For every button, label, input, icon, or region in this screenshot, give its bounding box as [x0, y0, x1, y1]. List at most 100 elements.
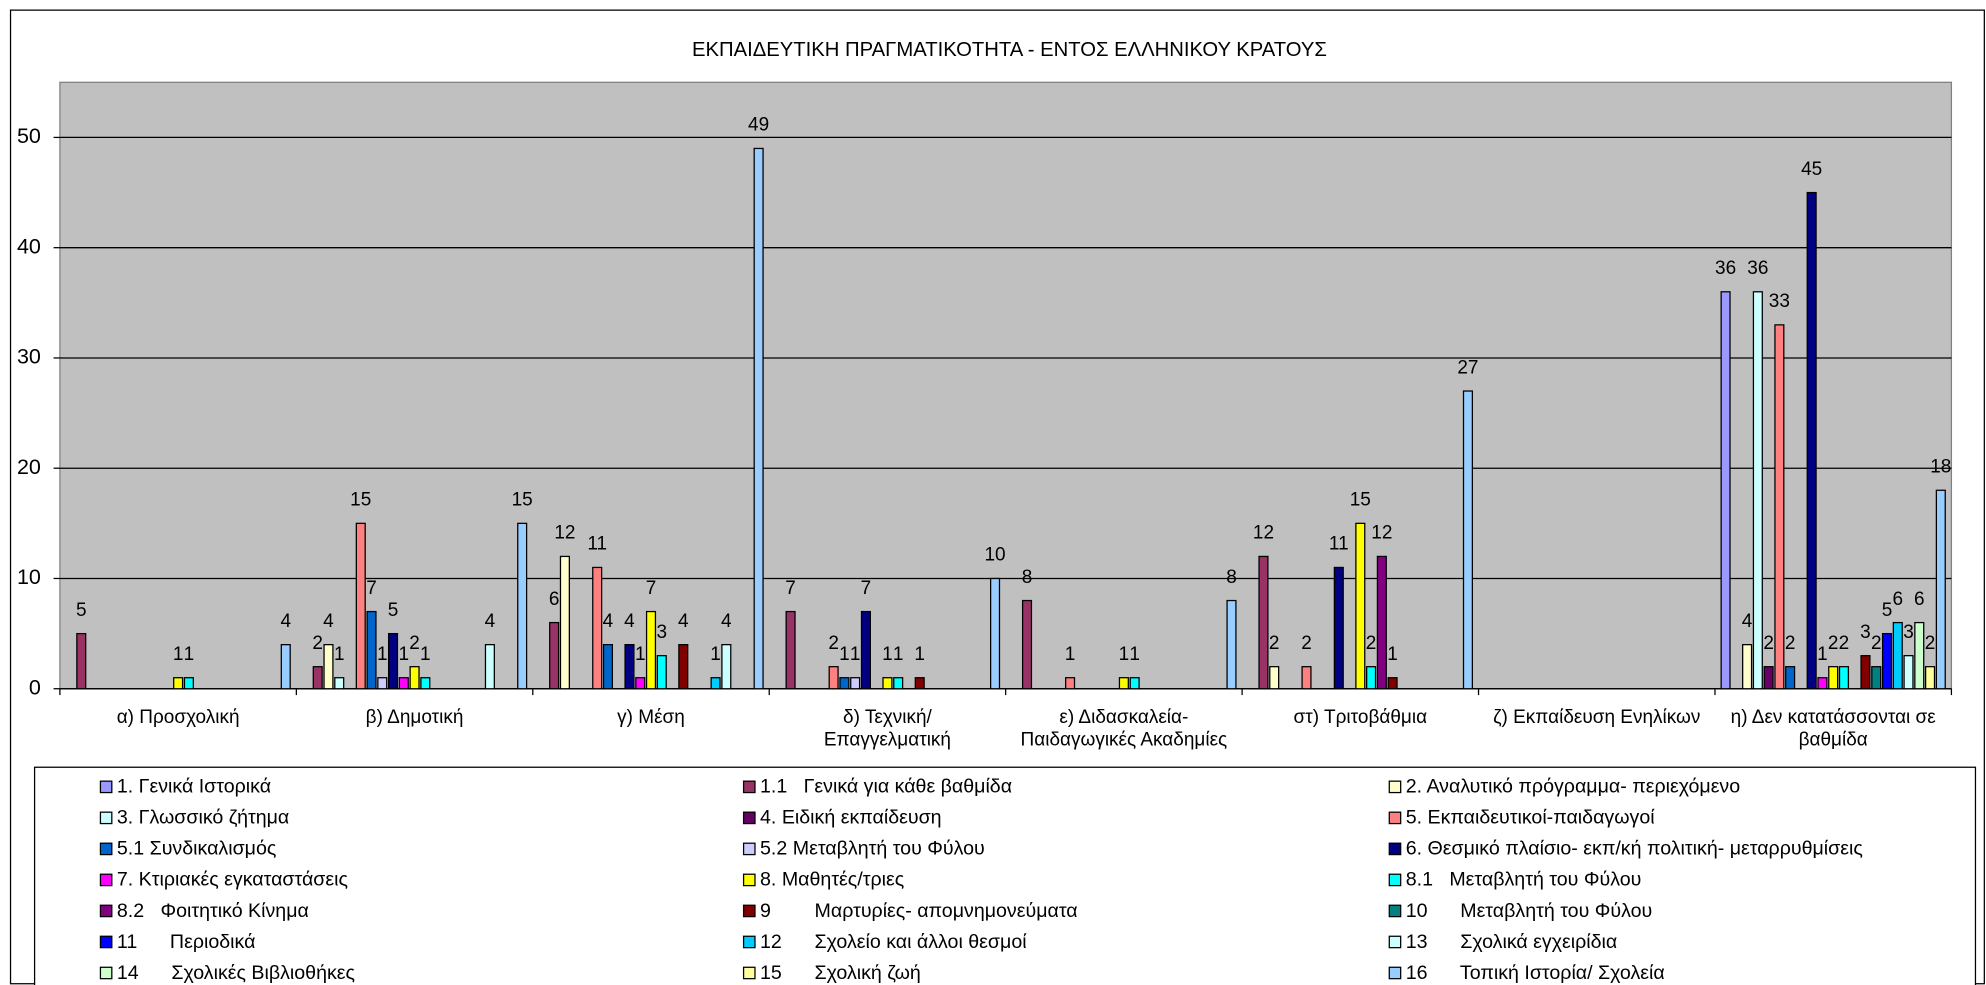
bar [1355, 522, 1366, 690]
data-label: 15 [1350, 490, 1371, 511]
data-label: 8 [1226, 567, 1237, 588]
legend-swatch [1388, 904, 1402, 918]
legend-label: 8. Μαθητές/τριες [760, 869, 904, 891]
bar [1892, 621, 1903, 690]
bar [1860, 655, 1871, 690]
data-label: 1 [839, 644, 850, 665]
bar [1935, 489, 1946, 690]
data-label: 1 [914, 644, 925, 665]
legend-label: 5.1 Συνδικαλισμός [117, 838, 276, 860]
data-label: 12 [554, 523, 575, 544]
legend-swatch [742, 873, 756, 887]
legend-swatch [99, 935, 113, 949]
data-label: 4 [323, 611, 334, 632]
legend-label: 5.2 Μεταβλητή του Φύλου [760, 838, 985, 860]
bar [366, 610, 377, 690]
data-label: 4 [678, 611, 689, 632]
bar [893, 677, 904, 690]
data-label: 2 [1871, 633, 1882, 654]
x-tick-label: α) Προσχολική [116, 706, 240, 728]
data-label: 1 [1129, 644, 1140, 665]
bar [183, 677, 194, 690]
legend-label: 13 Σχολικά εγχειρίδια [1406, 931, 1617, 953]
legend-label: 4. Ειδική εκπαίδευση [760, 807, 942, 829]
bar [409, 666, 420, 690]
bar [1838, 666, 1850, 690]
data-label: 2 [1269, 633, 1280, 654]
legend-swatch [742, 842, 756, 856]
legend-label: 10 Μεταβλητή του Φύλου [1406, 900, 1653, 922]
bar [850, 677, 861, 690]
data-label: 49 [748, 115, 769, 136]
bar [173, 677, 184, 690]
data-label: 2 [1785, 633, 1796, 654]
data-label: 8 [1022, 567, 1033, 588]
bar [280, 644, 291, 690]
legend-label: 12 Σχολείο και άλλοι θεσμοί [760, 931, 1027, 953]
data-label: 2 [1828, 633, 1839, 654]
legend-swatch [742, 811, 756, 825]
x-tick-label-box: δ) Τεχνική/ Επαγγελματική [824, 706, 951, 750]
data-label: 4 [485, 611, 496, 632]
legend-swatch [99, 811, 113, 825]
x-tick-label: ζ) Εκπαίδευση Ενηλίκων [1493, 706, 1701, 728]
data-label: 2 [828, 633, 839, 654]
y-tick-label: 30 [17, 345, 41, 369]
data-label: 18 [1930, 456, 1951, 477]
legend-swatch [1388, 966, 1402, 980]
legend-swatch [742, 966, 756, 980]
data-label: 4 [721, 611, 732, 632]
data-label: 4 [624, 611, 635, 632]
x-tick-label: γ) Μέση [617, 706, 685, 728]
data-label: 1 [399, 644, 410, 665]
data-label: 12 [1371, 523, 1392, 544]
data-label: 1 [334, 644, 345, 665]
data-label: 12 [1253, 523, 1274, 544]
data-label: 11 [1329, 534, 1349, 555]
bar [1269, 666, 1280, 690]
bar [1333, 566, 1344, 690]
bar [484, 644, 495, 690]
bar [1881, 632, 1893, 690]
data-label: 5 [388, 600, 399, 621]
legend-swatch [99, 842, 113, 856]
data-label: 4 [603, 611, 614, 632]
bar [517, 522, 528, 690]
x-tick-label: ε) Διδασκαλεία-Παιδαγωγικές Ακαδημίες [1020, 706, 1228, 751]
bar [1258, 555, 1269, 690]
legend-swatch [742, 935, 756, 949]
plot-area [59, 81, 1953, 690]
legend-label: 8.1 Μεταβλητή του Φύλου [1406, 869, 1642, 891]
data-label: 2 [1301, 633, 1312, 654]
bar [624, 644, 635, 690]
legend-swatch [99, 873, 113, 887]
data-label: 1 [1119, 644, 1130, 665]
legend-label: 8.2 Φοιτητικό Κίνημα [117, 900, 309, 922]
legend-swatch [1388, 780, 1402, 794]
data-label: 7 [861, 578, 872, 599]
bar [1366, 666, 1377, 690]
bar [656, 655, 667, 690]
bar [860, 610, 871, 690]
data-label: 1 [184, 644, 195, 665]
bar [1387, 677, 1398, 690]
legend-label: 1. Γενικά Ιστορικά [117, 776, 271, 798]
data-label: 36 [1747, 258, 1768, 279]
bar [1720, 291, 1731, 690]
legend-label: 6. Θεσμικό πλαίσιο- εκπ/κή πολιτική- μετ… [1406, 838, 1863, 860]
bar [592, 566, 603, 690]
bar [828, 666, 839, 690]
data-label: 33 [1769, 291, 1790, 312]
data-label: 1 [710, 644, 721, 665]
bar [312, 666, 323, 690]
legend-label: 2. Αναλυτικό πρόγραμμα- περιεχόμενο [1406, 776, 1741, 798]
legend-swatch [742, 904, 756, 918]
data-label: 4 [280, 611, 291, 632]
x-tick-label: η) Δεν κατατάσσονται σε βαθμίδα [1730, 706, 1936, 751]
data-label: 1 [173, 644, 184, 665]
y-tick-label: 20 [17, 455, 41, 479]
legend-swatch [1388, 811, 1402, 825]
bar [1903, 655, 1914, 690]
bar [753, 147, 764, 690]
